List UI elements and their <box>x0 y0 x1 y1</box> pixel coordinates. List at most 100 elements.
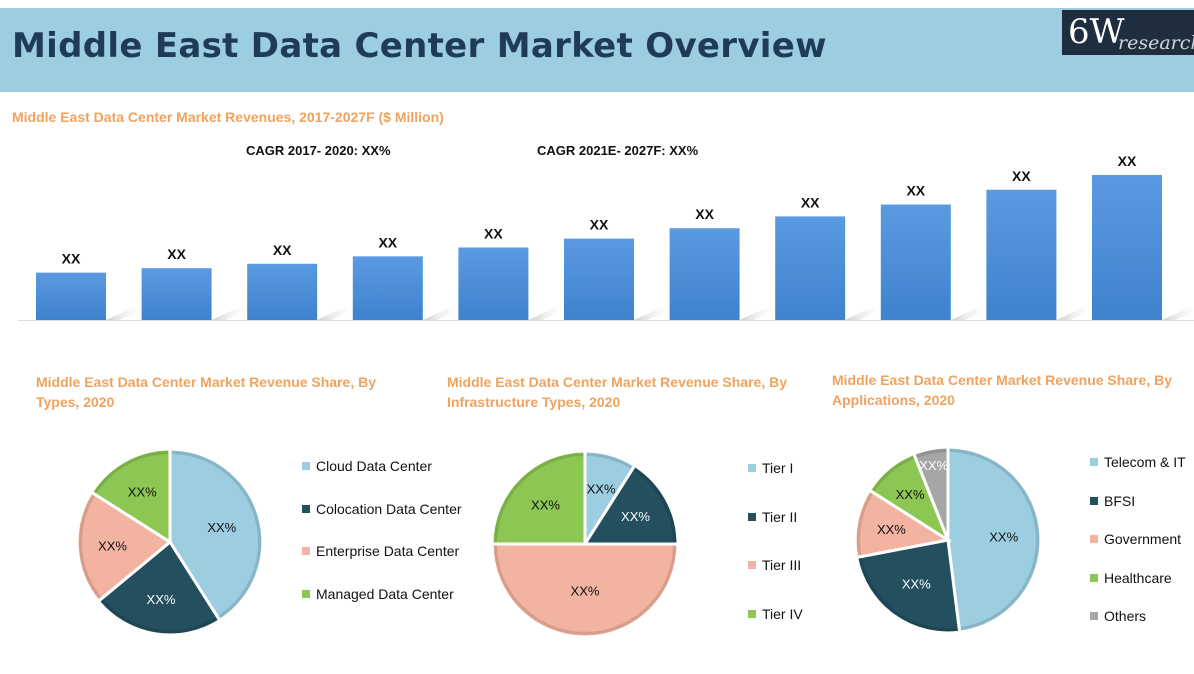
infra-title-line2: Infrastructure Types, 2020 <box>447 394 621 410</box>
types-title-line1: Middle East Data Center Market Revenue S… <box>36 374 377 390</box>
pie-slice-rim <box>857 492 873 556</box>
legend-label: Others <box>1104 608 1147 624</box>
revenue-bar-2026F <box>986 189 1057 320</box>
pie1-slice-managed-data-center <box>89 447 172 545</box>
pie3-slice-telecom-it <box>946 445 1043 634</box>
bar-data-label: XX <box>484 225 503 241</box>
pie2-data-label: XX% <box>531 498 560 513</box>
logo-main-text: 6W <box>1068 12 1125 52</box>
pie-slice-rim <box>586 453 633 469</box>
legend-swatch <box>302 589 310 598</box>
bar-data-label: XX <box>167 246 186 262</box>
pie-slice-rim <box>101 599 218 633</box>
legend-swatch <box>748 512 756 521</box>
legend-swatch <box>748 561 756 570</box>
pie3-data-label: XX% <box>919 458 948 473</box>
bar-shadow <box>739 308 780 320</box>
bar-data-label: XX <box>378 234 397 250</box>
pie-slice-rim <box>633 468 676 543</box>
bar-data-label: XX <box>590 217 609 233</box>
infra-chart-title: Middle East Data Center Market Revenue S… <box>447 372 787 412</box>
legend-swatch <box>748 464 756 473</box>
revenue-bar-2018 <box>141 268 212 320</box>
legend-item: Others <box>1090 607 1146 625</box>
pie1-data-label: XX% <box>207 520 236 535</box>
legend-item: Telecom & IT <box>1090 453 1186 471</box>
pie3-data-label: XX% <box>896 487 925 502</box>
pie1-data-label: XX% <box>98 539 127 554</box>
bar-shadow <box>211 308 252 320</box>
revenue-chart-title: Middle East Data Center Market Revenues,… <box>12 109 444 125</box>
legend-item: Tier III <box>748 556 801 574</box>
legend-label: BFSI <box>1104 492 1136 509</box>
pie2-data-label: XX% <box>571 584 600 599</box>
legend-swatch <box>1090 458 1098 467</box>
revenue-bar-2024F <box>775 216 846 320</box>
header-banner <box>0 8 1194 92</box>
legend-item: Government <box>1090 530 1181 548</box>
cagr-2021-2027: CAGR 2021E- 2027F: XX% <box>537 143 699 158</box>
revenue-bar-2022F <box>564 238 634 320</box>
bar-shadow <box>106 308 146 320</box>
apps-title-line1: Middle East Data Center Market Revenue S… <box>832 372 1173 388</box>
bar-shadow <box>634 308 674 320</box>
pie3-data-label: XX% <box>877 522 906 537</box>
bar-shadow <box>1162 308 1194 320</box>
bar-data-label: XX <box>1118 153 1137 169</box>
company-logo: 6W research <box>1062 10 1194 55</box>
pie1-data-label: XX% <box>147 592 176 607</box>
legend-item: Tier IV <box>748 605 803 623</box>
pie-slice-rim <box>494 545 676 635</box>
legend-item: Colocation Data Center <box>302 500 462 518</box>
apps-chart-title: Middle East Data Center Market Revenue S… <box>832 370 1172 410</box>
legend-label: Colocation Data Center <box>316 500 462 517</box>
types-title-line2: Types, 2020 <box>36 394 115 410</box>
legend-item: Tier II <box>748 508 797 526</box>
pie1-data-label: XX% <box>128 485 157 500</box>
legend-item: Enterprise Data Center <box>302 542 459 560</box>
legend-item: Tier I <box>748 459 793 477</box>
bar-data-label: XX <box>273 242 292 258</box>
revenue-bar-2019 <box>247 263 318 320</box>
page-title: Middle East Data Center Market Overview <box>12 26 827 66</box>
legend-label: Managed Data Center <box>316 585 454 602</box>
cagr-2017-2020: CAGR 2017- 2020: XX% <box>246 143 391 158</box>
legend-label: Tier IV <box>762 605 803 622</box>
legend-item: Healthcare <box>1090 569 1172 587</box>
pie-slice-rim <box>949 449 1039 631</box>
legend-item: BFSI <box>1090 492 1135 510</box>
legend-swatch <box>302 462 310 471</box>
pie1-slice-enterprise-data-center <box>75 490 173 604</box>
revenue-bar-2023F <box>669 228 740 320</box>
logo-sub-text: research <box>1118 32 1194 54</box>
revenue-bar-2020 <box>352 256 423 320</box>
legend-swatch <box>1090 573 1098 582</box>
pie-slice-rim <box>916 449 947 458</box>
legend-swatch <box>1090 496 1098 505</box>
infra-title-line1: Middle East Data Center Market Revenue S… <box>447 374 788 390</box>
legend-item: Cloud Data Center <box>302 457 432 475</box>
bar-shadow <box>950 308 991 320</box>
bar-shadow <box>1056 308 1097 320</box>
pie-slice-rim <box>858 558 958 631</box>
pie1-slice-colocation-data-center <box>96 539 222 637</box>
legend-label: Telecom & IT <box>1104 454 1186 470</box>
apps-title-line2: Applications, 2020 <box>832 392 955 408</box>
bar-shadow <box>845 308 886 320</box>
pie-slice-rim <box>171 451 261 618</box>
bar-data-label: XX <box>695 206 714 222</box>
legend-swatch <box>302 547 310 556</box>
pie-slice-rim <box>94 451 169 494</box>
legend-label: Tier II <box>762 508 798 525</box>
bar-shadow <box>317 308 358 320</box>
pie3-slice-bfsi <box>854 538 962 635</box>
bar-data-label: XX <box>801 194 820 210</box>
legend-label: Tier III <box>762 557 802 573</box>
revenue-bar-2021E <box>458 247 529 320</box>
legend-label: Government <box>1104 531 1182 547</box>
revenue-bar-2025F <box>880 204 951 320</box>
pie-slice-rim <box>494 453 584 543</box>
pie2-slice-tier-iii <box>490 542 680 639</box>
